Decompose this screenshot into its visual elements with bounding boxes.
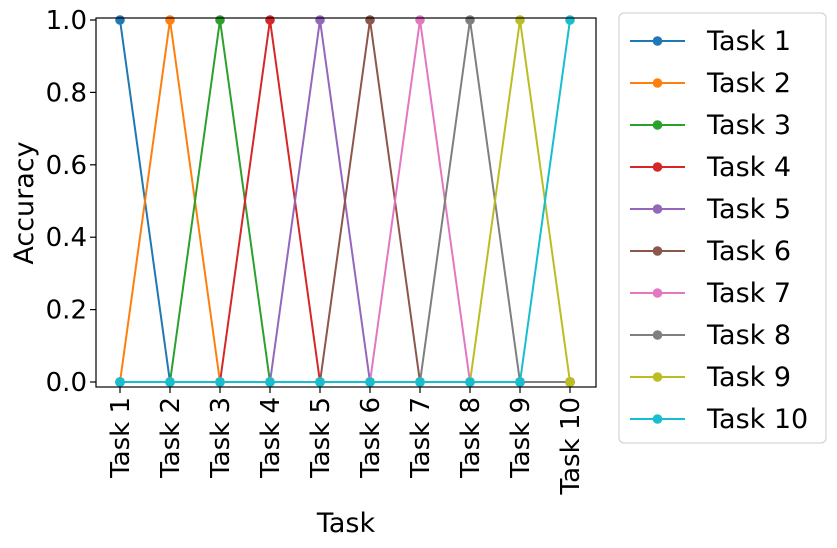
y-tick-label: 0.0 (46, 368, 87, 398)
x-axis-ticks: Task 1 Task 2 Task 3 Task 4 Task 5 Task 6 Task… (106, 387, 586, 495)
legend-marker-9 (652, 372, 663, 382)
series-8-point (465, 15, 475, 25)
legend-label-1: Task 1 (706, 26, 791, 57)
x-tick-label: Task 10 (556, 397, 586, 495)
x-axis-label: Task (316, 508, 376, 539)
legend-label-2: Task 2 (706, 68, 791, 99)
series-10-point (115, 377, 125, 387)
legend-label-7: Task 7 (706, 278, 791, 309)
plot-frame (95, 17, 597, 388)
legend: Task 1 Task 2 Task 3 Task 4 Task 5 Task 6 Task… (618, 12, 827, 444)
x-tick-label: Task 2 (156, 397, 186, 479)
x-tick-label: Task 1 (106, 397, 136, 479)
x-tick-label: Task 3 (206, 397, 236, 479)
y-tick-label: 0.8 (46, 78, 87, 108)
plot-lines (115, 15, 575, 387)
legend-label-5: Task 5 (706, 194, 791, 225)
series-10-point (365, 377, 375, 387)
x-tick-label: Task 7 (406, 397, 436, 479)
y-tick-label: 1.0 (46, 6, 87, 36)
y-tick-label: 0.6 (46, 151, 87, 181)
series-10-point (465, 377, 475, 387)
legend-marker-3 (652, 120, 663, 130)
x-tick-label: Task 8 (456, 397, 486, 479)
series-7-point (415, 15, 425, 25)
legend-marker-5 (652, 204, 663, 214)
legend-marker-2 (652, 78, 663, 88)
legend-marker-10 (652, 414, 663, 424)
x-tick-label: Task 4 (256, 397, 286, 479)
legend-label-3: Task 3 (706, 110, 791, 141)
legend-label-10: Task 10 (706, 404, 808, 435)
series-10-point (415, 377, 425, 387)
series-10-point (515, 377, 525, 387)
series-6-point (365, 15, 375, 25)
series-10-point (315, 377, 325, 387)
legend-label-9: Task 9 (706, 362, 791, 393)
series-10-point (165, 377, 175, 387)
y-tick-label: 0.2 (46, 296, 87, 326)
series-9-point (565, 377, 575, 387)
series-4-point (265, 15, 275, 25)
legend-marker-7 (652, 288, 663, 298)
y-axis-ticks: 0.0 0.2 0.4 0.6 0.8 1.0 (46, 6, 96, 398)
series-line-10 (120, 19, 571, 383)
series-9-point (515, 15, 525, 25)
legend-marker-4 (652, 162, 663, 172)
series-5-point (315, 15, 325, 25)
series-2-point (165, 15, 175, 25)
series-3-point (215, 15, 225, 25)
x-tick-label: Task 9 (506, 397, 536, 479)
series-1-point (115, 15, 125, 25)
legend-marker-1 (652, 36, 663, 46)
series-10-point (215, 377, 225, 387)
y-tick-label: 0.4 (46, 223, 87, 253)
legend-label-8: Task 8 (706, 320, 791, 351)
series-10-point (565, 15, 575, 25)
series-10-point (265, 377, 275, 387)
x-tick-label: Task 6 (356, 397, 386, 479)
legend-label-4: Task 4 (706, 152, 791, 183)
legend-label-6: Task 6 (706, 236, 791, 267)
legend-marker-8 (652, 330, 663, 340)
legend-marker-6 (652, 246, 663, 256)
x-tick-label: Task 5 (306, 397, 336, 479)
y-axis-label: Accuracy (9, 141, 40, 264)
